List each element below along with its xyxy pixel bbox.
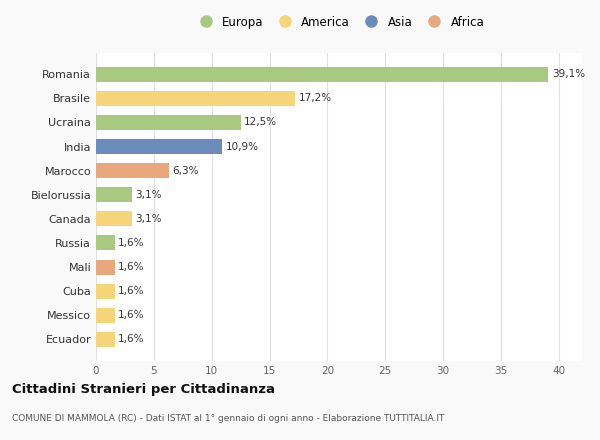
Text: 10,9%: 10,9%	[226, 142, 259, 151]
Bar	[96, 260, 115, 275]
Bar	[96, 308, 115, 323]
Text: 1,6%: 1,6%	[118, 334, 145, 345]
Text: 1,6%: 1,6%	[118, 310, 145, 320]
Bar	[96, 139, 222, 154]
Text: 3,1%: 3,1%	[136, 214, 162, 224]
Text: 39,1%: 39,1%	[552, 69, 585, 79]
Bar	[96, 67, 548, 82]
Text: 17,2%: 17,2%	[299, 93, 332, 103]
Text: COMUNE DI MAMMOLA (RC) - Dati ISTAT al 1° gennaio di ogni anno - Elaborazione TU: COMUNE DI MAMMOLA (RC) - Dati ISTAT al 1…	[12, 414, 445, 422]
Bar	[96, 284, 115, 299]
Text: 1,6%: 1,6%	[118, 238, 145, 248]
Bar	[96, 187, 132, 202]
Bar	[96, 211, 132, 226]
Bar	[96, 115, 241, 130]
Text: Cittadini Stranieri per Cittadinanza: Cittadini Stranieri per Cittadinanza	[12, 383, 275, 396]
Legend: Europa, America, Asia, Africa: Europa, America, Asia, Africa	[194, 15, 484, 29]
Text: 1,6%: 1,6%	[118, 286, 145, 296]
Text: 3,1%: 3,1%	[136, 190, 162, 200]
Text: 12,5%: 12,5%	[244, 117, 277, 128]
Bar	[96, 163, 169, 178]
Text: 6,3%: 6,3%	[172, 165, 199, 176]
Bar	[96, 332, 115, 347]
Bar	[96, 91, 295, 106]
Text: 1,6%: 1,6%	[118, 262, 145, 272]
Bar	[96, 235, 115, 250]
